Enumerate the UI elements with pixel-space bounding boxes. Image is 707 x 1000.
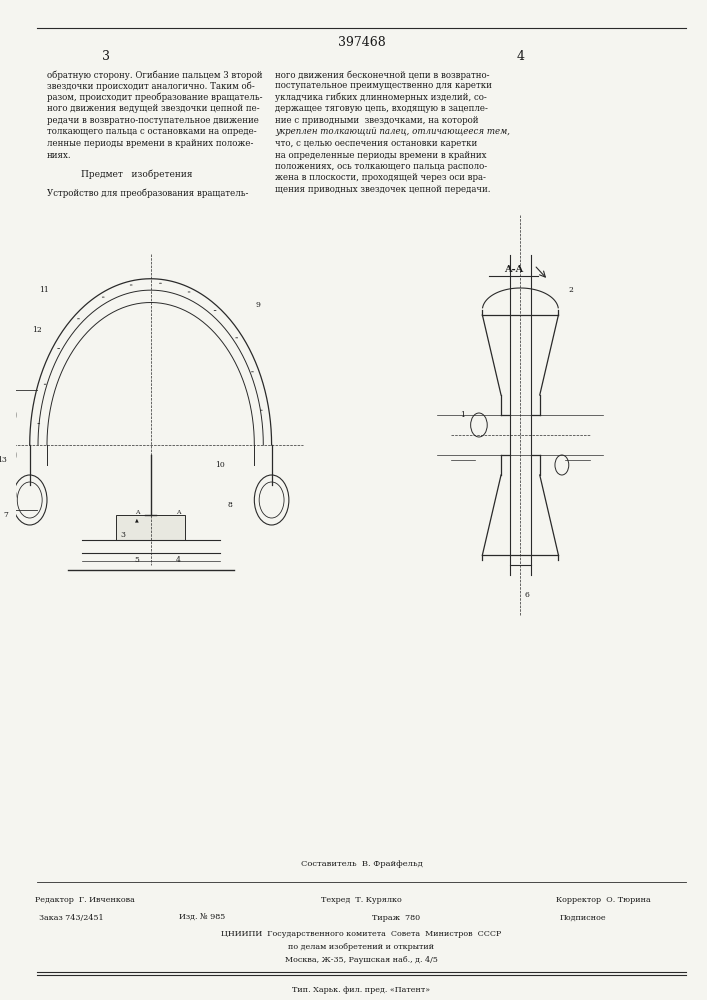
Text: 6: 6 xyxy=(525,591,530,599)
Text: держащее тяговую цепь, входящую в зацепле-: держащее тяговую цепь, входящую в зацепл… xyxy=(275,104,488,113)
Text: Изд. № 985: Изд. № 985 xyxy=(180,914,226,922)
Text: Предмет   изобретения: Предмет изобретения xyxy=(81,170,192,179)
Text: щения приводных звездочек цепной передачи.: щения приводных звездочек цепной передач… xyxy=(275,185,491,194)
Text: 5: 5 xyxy=(134,556,139,564)
Text: 13: 13 xyxy=(0,456,7,464)
Text: A-A: A-A xyxy=(504,265,523,274)
Text: 12: 12 xyxy=(32,326,42,334)
Text: 9: 9 xyxy=(255,301,260,309)
Text: Москва, Ж-35, Раушская наб., д. 4/5: Москва, Ж-35, Раушская наб., д. 4/5 xyxy=(285,956,438,964)
Text: Редактор  Г. Ивченкова: Редактор Г. Ивченкова xyxy=(35,896,135,904)
Text: укреплен толкающий палец, отличающееся тем,: укреплен толкающий палец, отличающееся т… xyxy=(275,127,510,136)
Text: обратную сторону. Огибание пальцем 3 второй: обратную сторону. Огибание пальцем 3 вто… xyxy=(47,70,262,80)
Text: A: A xyxy=(134,510,139,516)
Text: 3: 3 xyxy=(120,531,126,539)
Text: на определенные периоды времени в крайних: на определенные периоды времени в крайни… xyxy=(275,150,486,159)
Text: ного движения ведущей звездочки цепной пе-: ного движения ведущей звездочки цепной п… xyxy=(47,104,259,113)
Text: 1: 1 xyxy=(460,411,465,419)
Text: Подписное: Подписное xyxy=(559,914,606,922)
Text: поступательное преимущественно для каретки: поступательное преимущественно для карет… xyxy=(275,81,492,90)
Text: жена в плоскости, проходящей через оси вра-: жена в плоскости, проходящей через оси в… xyxy=(275,174,486,182)
Text: ленные периоды времени в крайних положе-: ленные периоды времени в крайних положе- xyxy=(47,139,253,148)
Text: звездочки происходит аналогично. Таким об-: звездочки происходит аналогично. Таким о… xyxy=(47,81,255,91)
Text: ниях.: ниях. xyxy=(47,150,71,159)
Text: 3: 3 xyxy=(102,49,110,62)
Text: 7: 7 xyxy=(3,511,8,519)
Text: Заказ 743/2451: Заказ 743/2451 xyxy=(39,914,103,922)
Text: толкающего пальца с остановками на опреде-: толкающего пальца с остановками на опред… xyxy=(47,127,257,136)
Text: 397468: 397468 xyxy=(337,35,385,48)
Text: 2: 2 xyxy=(568,286,573,294)
Text: редачи в возвратно-поступательное движение: редачи в возвратно-поступательное движен… xyxy=(47,116,259,125)
Text: 10: 10 xyxy=(215,461,225,469)
Text: 8: 8 xyxy=(228,501,233,509)
Text: ЦНИИПИ  Государственного комитета  Совета  Министров  СССР: ЦНИИПИ Государственного комитета Совета … xyxy=(221,930,501,938)
Text: Корректор  О. Тюрина: Корректор О. Тюрина xyxy=(556,896,650,904)
Text: по делам изобретений и открытий: по делам изобретений и открытий xyxy=(288,943,435,951)
Text: 11: 11 xyxy=(39,286,48,294)
Text: разом, происходит преобразование вращатель-: разом, происходит преобразование вращате… xyxy=(47,93,262,103)
Text: что, с целью оеспечения остановки каретки: что, с целью оеспечения остановки каретк… xyxy=(275,139,477,148)
Text: Техред  Т. Курялко: Техред Т. Курялко xyxy=(321,896,402,904)
Text: Тираж  780: Тираж 780 xyxy=(372,914,420,922)
Text: положениях, ось толкающего пальца располо-: положениях, ось толкающего пальца распол… xyxy=(275,162,487,171)
Text: ного движения бесконечной цепи в возвратно-: ного движения бесконечной цепи в возврат… xyxy=(275,70,489,80)
Text: A: A xyxy=(176,510,180,516)
Text: Устройство для преобразования вращатель-: Устройство для преобразования вращатель- xyxy=(47,188,248,198)
Text: Составитель  В. Фрайфельд: Составитель В. Фрайфельд xyxy=(300,860,422,868)
Text: 4: 4 xyxy=(176,556,181,564)
Bar xyxy=(116,515,185,540)
Text: укладчика гибких длинномерных изделий, со-: укладчика гибких длинномерных изделий, с… xyxy=(275,93,487,103)
Text: Тип. Харьк. фил. пред. «Патент»: Тип. Харьк. фил. пред. «Патент» xyxy=(293,986,431,994)
Text: 4: 4 xyxy=(516,49,525,62)
Text: ние с приводными  звездочками, на которой: ние с приводными звездочками, на которой xyxy=(275,116,479,125)
Text: ▲: ▲ xyxy=(135,518,139,522)
